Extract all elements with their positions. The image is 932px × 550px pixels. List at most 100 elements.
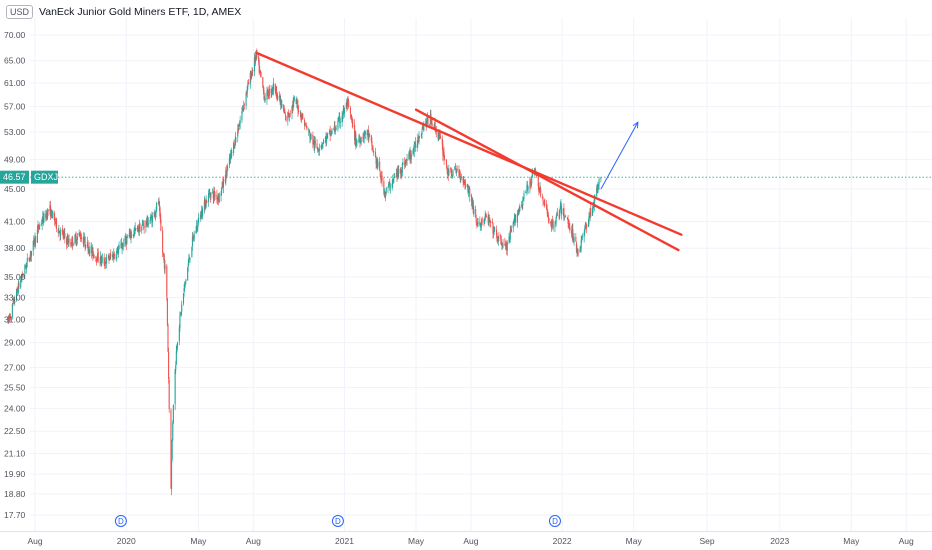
candle-body bbox=[222, 181, 224, 187]
candle-body bbox=[401, 163, 403, 173]
candle-body bbox=[117, 248, 120, 254]
candle-body bbox=[124, 236, 126, 247]
candle-body bbox=[131, 234, 133, 236]
candle-body bbox=[216, 197, 219, 201]
candle-body bbox=[71, 238, 73, 245]
candle-body bbox=[466, 184, 468, 188]
price-tick-label: 22.50 bbox=[4, 426, 26, 436]
candle-body bbox=[259, 70, 261, 73]
candle-body bbox=[334, 130, 337, 132]
candle-body bbox=[565, 215, 567, 217]
candle-body bbox=[108, 255, 110, 260]
candle-body bbox=[355, 143, 357, 145]
candle-body bbox=[329, 130, 331, 133]
candle-body bbox=[467, 184, 469, 193]
price-tick-label: 45.00 bbox=[4, 184, 26, 194]
candle-body bbox=[214, 195, 216, 197]
candle-body bbox=[585, 222, 587, 227]
time-axis[interactable]: Aug 2020 May Aug 2021 May Aug 2022 May Sep 2023 May… bbox=[27, 536, 914, 546]
candle-body bbox=[166, 297, 168, 325]
candle-body bbox=[153, 211, 155, 217]
candle-body bbox=[541, 196, 543, 199]
candle-body bbox=[460, 176, 462, 178]
candle-body bbox=[13, 297, 15, 303]
candle-body bbox=[247, 82, 250, 85]
price-tick-label: 57.00 bbox=[4, 102, 26, 112]
candle-body bbox=[133, 230, 135, 235]
candle-body bbox=[360, 137, 362, 143]
candle-body bbox=[600, 177, 602, 179]
candle-body bbox=[263, 90, 265, 100]
arrow-line bbox=[600, 122, 639, 190]
candle-body bbox=[476, 222, 478, 225]
candle-body bbox=[208, 193, 210, 195]
candle-body bbox=[496, 235, 498, 242]
candle-body bbox=[518, 208, 520, 213]
candle-body bbox=[267, 89, 269, 92]
candle-body bbox=[283, 110, 285, 113]
candle-body bbox=[418, 136, 420, 142]
candle-body bbox=[258, 56, 260, 63]
candle-body bbox=[304, 123, 306, 126]
candle-body bbox=[597, 185, 599, 193]
candle-body bbox=[184, 283, 186, 289]
candle-body bbox=[28, 257, 30, 260]
candle-body bbox=[312, 134, 314, 145]
candle-body bbox=[285, 115, 287, 121]
candle-body bbox=[540, 188, 542, 196]
price-tick-label: 70.00 bbox=[4, 30, 26, 40]
candle-body bbox=[105, 262, 107, 264]
time-tick-label: Aug bbox=[899, 536, 914, 546]
candle-body bbox=[46, 213, 48, 218]
candle-body bbox=[188, 258, 190, 264]
candle-body bbox=[548, 218, 550, 222]
candle-body bbox=[530, 182, 532, 185]
candle-body bbox=[213, 191, 215, 199]
candle-body bbox=[271, 90, 273, 92]
candle-body bbox=[422, 125, 424, 130]
candle-body bbox=[55, 218, 57, 223]
candle-body bbox=[538, 189, 541, 192]
candle-body bbox=[327, 133, 329, 134]
candle-body bbox=[352, 122, 354, 124]
candle-body bbox=[392, 180, 394, 183]
currency-badge[interactable]: USD bbox=[6, 5, 34, 19]
candle-body bbox=[555, 222, 557, 225]
candle-body bbox=[252, 69, 254, 72]
candle-body bbox=[267, 89, 269, 97]
candle-body bbox=[498, 235, 500, 237]
candle-body bbox=[364, 130, 366, 134]
candle-body bbox=[268, 95, 270, 97]
candle-body bbox=[116, 247, 118, 252]
candle-body bbox=[283, 105, 285, 112]
candle-body bbox=[326, 134, 328, 136]
candle-body bbox=[49, 205, 52, 217]
candle-body bbox=[91, 245, 93, 254]
candle-body bbox=[559, 209, 561, 217]
candle-body bbox=[385, 192, 387, 197]
candle-body bbox=[388, 184, 390, 188]
candle-body bbox=[522, 199, 524, 200]
candle-body bbox=[13, 298, 15, 302]
candle-body bbox=[581, 236, 583, 238]
candle-body bbox=[76, 236, 78, 240]
candle-body bbox=[451, 173, 453, 177]
price-axis[interactable]: 70.00 65.00 61.00 57.00 53.00 49.00 45.00 41.00… bbox=[4, 30, 26, 520]
candle-body bbox=[37, 226, 39, 229]
candle-body bbox=[167, 325, 169, 352]
candle-body bbox=[46, 209, 49, 219]
candle-body bbox=[564, 216, 566, 218]
candle-body bbox=[292, 101, 294, 109]
candle-body bbox=[417, 137, 419, 144]
drawings[interactable] bbox=[255, 51, 683, 252]
dividend-label: D bbox=[552, 517, 558, 526]
candle-body bbox=[543, 202, 545, 204]
candle-body bbox=[456, 169, 458, 173]
candle-body bbox=[221, 182, 223, 189]
candle-body bbox=[251, 71, 253, 75]
candle-body bbox=[247, 82, 249, 88]
candle-body bbox=[341, 116, 343, 123]
time-tick-label: 2020 bbox=[117, 536, 136, 546]
candle-body bbox=[342, 115, 344, 118]
